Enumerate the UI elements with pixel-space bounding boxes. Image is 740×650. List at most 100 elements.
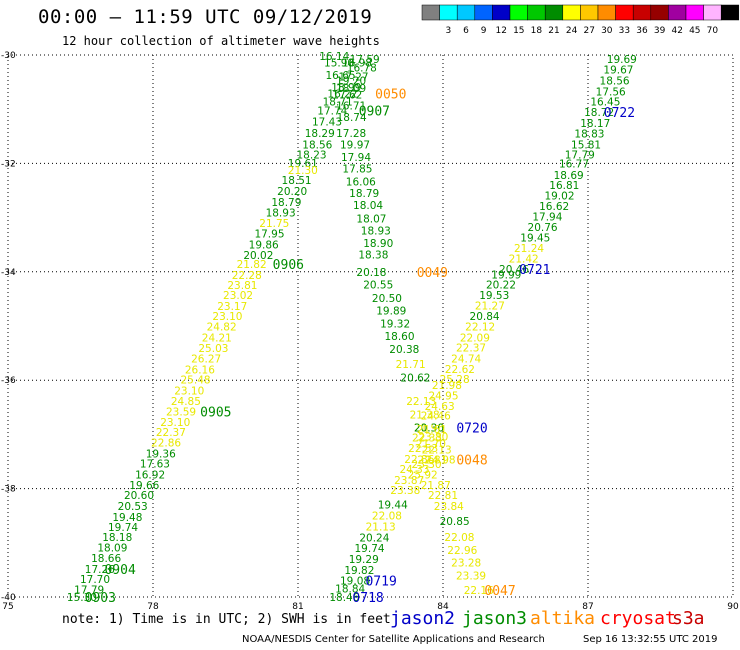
scale-bin-label: 70 bbox=[707, 26, 719, 36]
wave-height-label: 25.03 bbox=[198, 343, 228, 355]
wave-height-label: 19.82 bbox=[344, 565, 374, 577]
wave-height-label: 20.46 bbox=[499, 264, 529, 276]
wave-height-label: 23.10 bbox=[160, 417, 190, 429]
wave-height-label: 22.53 bbox=[408, 443, 438, 455]
wave-height-label: 18.72 bbox=[584, 107, 614, 119]
wave-height-label: 22.33 bbox=[412, 433, 442, 445]
lon-tick-label: 78 bbox=[147, 602, 159, 612]
wave-height-label: 17.27 bbox=[339, 72, 369, 84]
wave-height-label: 17.79 bbox=[74, 584, 104, 596]
wave-height-label: 20.30 bbox=[414, 422, 444, 434]
wave-height-label: 20.55 bbox=[363, 279, 393, 291]
pass-time-label: 0903 bbox=[85, 591, 116, 606]
lat-tick-label: -40 bbox=[1, 593, 16, 603]
wave-height-label: 19.45 bbox=[520, 233, 550, 245]
wave-height-label: 16.22 bbox=[327, 88, 357, 100]
wave-height-label: 21.42 bbox=[509, 253, 539, 265]
wave-height-label: 21.24 bbox=[514, 243, 544, 255]
wave-height-label: 20.18 bbox=[356, 267, 386, 279]
pass-time-label: 0048 bbox=[456, 453, 487, 468]
map-title: 00:00 – 11:59 UTC 09/12/2019 bbox=[38, 6, 373, 28]
wave-height-label: 18.79 bbox=[271, 197, 301, 209]
wave-height-label: 23.39 bbox=[456, 570, 486, 582]
map-frame bbox=[7, 54, 734, 598]
wave-height-label: 21.96 bbox=[414, 422, 444, 434]
wave-height-label: 19.02 bbox=[544, 190, 574, 202]
wave-height-label: 19.32 bbox=[380, 318, 410, 330]
wave-height-label: 19.29 bbox=[349, 554, 379, 566]
wave-height-label: 19.44 bbox=[378, 499, 408, 511]
wave-height-label: 20.20 bbox=[277, 186, 307, 198]
wave-height-label: 19.97 bbox=[340, 139, 370, 151]
wave-height-label: 18.23 bbox=[297, 150, 327, 162]
wave-height-label: 22.96 bbox=[447, 545, 477, 557]
wave-height-label: 19.20 bbox=[336, 75, 366, 87]
wave-height-label: 18.09 bbox=[336, 83, 366, 95]
wave-height-label: 21.27 bbox=[475, 300, 505, 312]
wave-height-label: 18.93 bbox=[266, 208, 296, 220]
wave-height-label: 20.60 bbox=[124, 490, 154, 502]
wave-height-label: 17.70 bbox=[80, 574, 110, 586]
wave-height-label: 18.56 bbox=[302, 139, 332, 151]
lat-tick-label: -36 bbox=[1, 376, 16, 386]
wave-height-label: 24.74 bbox=[451, 354, 481, 366]
wave-height-label: 22.08 bbox=[444, 532, 474, 544]
pass-time-label: 0905 bbox=[200, 406, 231, 421]
wave-height-label: 16.78 bbox=[347, 62, 377, 74]
wave-height-label: 22.12 bbox=[465, 322, 495, 334]
wave-height-label: 20.53 bbox=[118, 501, 148, 513]
wave-height-label: 16.77 bbox=[559, 158, 589, 170]
wave-height-label: 18.51 bbox=[282, 175, 312, 187]
scale-bin-label: 27 bbox=[583, 26, 594, 36]
wave-height-label: 19.74 bbox=[108, 522, 138, 534]
wave-height-label: 22.13 bbox=[406, 396, 436, 408]
wave-height-label: 20.24 bbox=[359, 532, 389, 544]
wave-height-label: 19.86 bbox=[249, 240, 279, 252]
wave-height-label: 23.28 bbox=[451, 557, 481, 569]
wave-height-label: 16.45 bbox=[590, 97, 620, 109]
wave-height-label: 24.33 bbox=[399, 464, 429, 476]
wave-height-label: 18.56 bbox=[600, 75, 630, 87]
wave-height-label: 21.70 bbox=[416, 439, 446, 451]
lon-tick-label: 75 bbox=[2, 602, 13, 612]
lon-tick-label: 84 bbox=[437, 602, 449, 612]
scale-bin-label: 18 bbox=[531, 26, 543, 36]
scale-bin-label: 45 bbox=[689, 26, 700, 36]
scale-bin-label: 30 bbox=[601, 26, 613, 36]
scale-bin bbox=[720, 4, 740, 21]
wave-height-label: 18.69 bbox=[554, 170, 584, 182]
legend-cryosat: cryosat bbox=[600, 608, 676, 629]
wave-height-label: 19.48 bbox=[112, 512, 142, 524]
wave-height-label: 18.60 bbox=[384, 331, 414, 343]
map-subtitle: 12 hour collection of altimeter wave hei… bbox=[62, 34, 380, 48]
timestamp-text: Sep 16 13:32:55 UTC 2019 bbox=[583, 634, 718, 645]
wave-height-label: 17.26 bbox=[85, 564, 115, 576]
wave-height-label: 22.37 bbox=[456, 343, 486, 355]
lon-tick-label: 81 bbox=[292, 602, 303, 612]
scale-bin-label: 15 bbox=[513, 26, 524, 36]
wave-height-label: 23.02 bbox=[223, 290, 253, 302]
wave-height-label: 20.02 bbox=[243, 250, 273, 262]
scale-bin-label: 12 bbox=[495, 26, 506, 36]
wave-height-label: 24.46 bbox=[421, 410, 451, 422]
pass-time-label: 0906 bbox=[273, 258, 304, 273]
wave-height-label: 22.62 bbox=[445, 364, 475, 376]
wave-height-label: 19.74 bbox=[355, 543, 385, 555]
wave-height-label: 22.81 bbox=[428, 490, 458, 502]
wave-height-label: 18.66 bbox=[91, 553, 121, 565]
lat-tick-label: -34 bbox=[1, 268, 16, 278]
scale-bin-label: 9 bbox=[481, 26, 487, 36]
wave-height-label: 17.79 bbox=[565, 150, 595, 162]
wave-height-label: 22.08 bbox=[372, 511, 402, 523]
wave-height-label: 21.13 bbox=[366, 522, 396, 534]
lat-tick-label: -30 bbox=[1, 51, 16, 61]
wave-height-label: 18.74 bbox=[337, 112, 367, 124]
wave-height-label: 18.83 bbox=[574, 129, 604, 141]
wave-height-label: 15.90 bbox=[324, 58, 354, 70]
pass-time-label: 0904 bbox=[104, 563, 135, 578]
wave-height-label: 20.62 bbox=[400, 372, 430, 384]
pass-time-label: 0719 bbox=[365, 575, 396, 590]
wave-height-label: 22.37 bbox=[156, 427, 186, 439]
